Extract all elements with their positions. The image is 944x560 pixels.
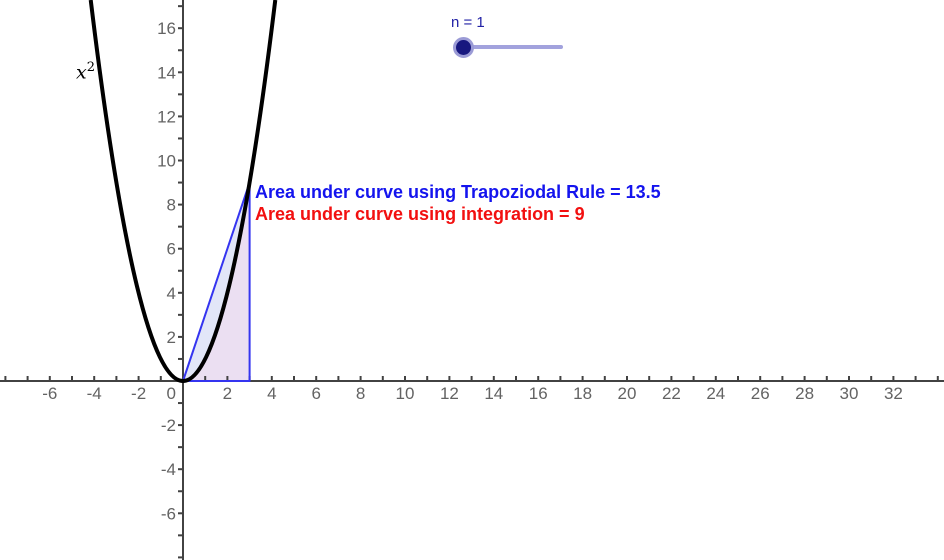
x-tick-label: 20 (618, 384, 637, 403)
x-tick-label: 12 (440, 384, 459, 403)
curve-label-base: x (76, 61, 87, 84)
y-tick-label: 2 (167, 328, 176, 347)
x-tick-label: 8 (356, 384, 365, 403)
y-tick-label: 10 (157, 152, 176, 171)
x-tick-label: 24 (706, 384, 725, 403)
y-tick-label: -4 (161, 460, 176, 479)
parabola-curve (88, 0, 278, 383)
y-tick-label: 14 (157, 63, 176, 82)
y-tick-label: 4 (167, 284, 176, 303)
x-tick-label: 28 (795, 384, 814, 403)
x-tick-label: -6 (42, 384, 57, 403)
y-tick-label: 16 (157, 19, 176, 38)
origin-label: 0 (167, 384, 176, 403)
x-tick-label: 32 (884, 384, 903, 403)
x-tick-label: 30 (840, 384, 859, 403)
curve-label-exponent: 2 (86, 60, 95, 75)
curve-label: x2 (76, 60, 95, 83)
y-tick-label: -2 (161, 416, 176, 435)
y-tick-label: -6 (161, 504, 176, 523)
x-tick-label: -2 (131, 384, 146, 403)
x-tick-label: 16 (529, 384, 548, 403)
trapezoid-area-text: Area under curve using Trapoziodal Rule … (255, 182, 661, 202)
y-tick-label: 8 (167, 196, 176, 215)
n-slider-track[interactable] (461, 45, 563, 49)
x-tick-label: 4 (267, 384, 276, 403)
y-tick-label: 12 (157, 107, 176, 126)
integration-area-text: Area under curve using integration = 9 (255, 204, 585, 224)
n-slider-label: n = 1 (451, 14, 485, 31)
x-tick-label: -4 (87, 384, 102, 403)
x-tick-label: 14 (484, 384, 503, 403)
integral-region (183, 182, 250, 381)
x-tick-label: 6 (311, 384, 320, 403)
x-tick-label: 2 (223, 384, 232, 403)
trapezoid-outline (182, 181, 251, 382)
x-tick-label: 18 (573, 384, 592, 403)
n-slider-knob[interactable] (453, 37, 474, 58)
y-tick-label: 6 (167, 240, 176, 259)
x-tick-label: 22 (662, 384, 681, 403)
x-tick-label: 26 (751, 384, 770, 403)
x-tick-label: 10 (396, 384, 415, 403)
